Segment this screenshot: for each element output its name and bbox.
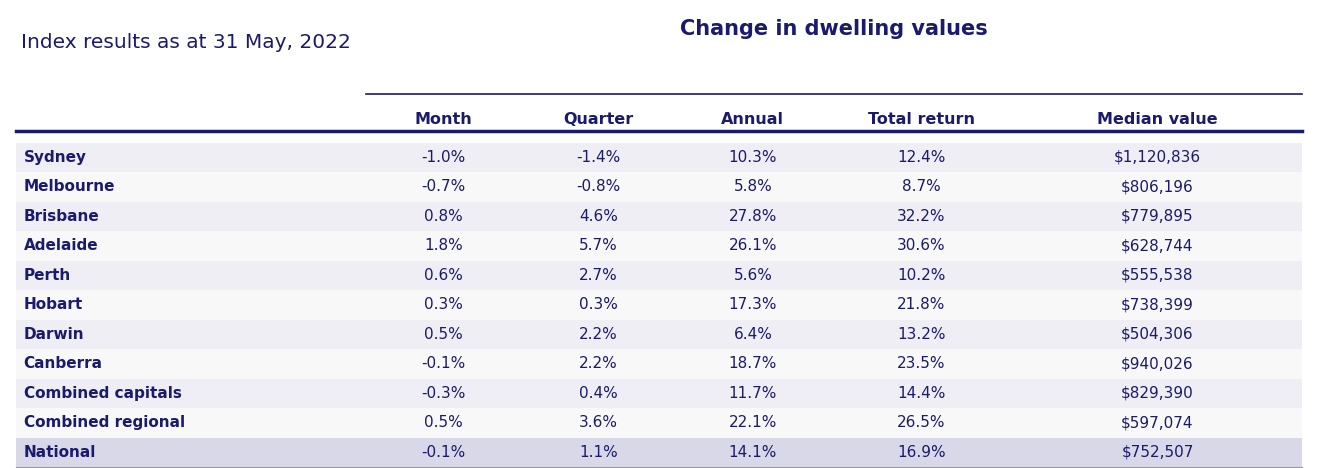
Text: 22.1%: 22.1% (729, 415, 778, 431)
Text: 16.9%: 16.9% (898, 445, 946, 460)
Bar (16, 379, 1302, 408)
Text: 21.8%: 21.8% (898, 297, 945, 313)
Text: $628,744: $628,744 (1122, 238, 1194, 254)
Text: $738,399: $738,399 (1122, 297, 1194, 313)
Text: 13.2%: 13.2% (898, 327, 946, 342)
Text: Month: Month (415, 112, 472, 127)
Bar (16, 202, 1302, 231)
Bar (16, 349, 1302, 379)
Text: $555,538: $555,538 (1122, 268, 1194, 283)
Text: Index results as at 31 May, 2022: Index results as at 31 May, 2022 (21, 33, 351, 51)
Text: -0.8%: -0.8% (576, 179, 621, 195)
Bar (16, 172, 1302, 202)
Text: 10.3%: 10.3% (729, 150, 778, 165)
Text: 0.3%: 0.3% (579, 297, 618, 313)
Text: -0.1%: -0.1% (422, 445, 465, 460)
Text: 14.4%: 14.4% (898, 386, 945, 401)
Text: 6.4%: 6.4% (734, 327, 772, 342)
Text: 5.7%: 5.7% (579, 238, 618, 254)
Text: National: National (24, 445, 96, 460)
Text: Change in dwelling values: Change in dwelling values (680, 19, 987, 39)
Bar (16, 408, 1302, 438)
Text: 8.7%: 8.7% (902, 179, 941, 195)
Text: 0.5%: 0.5% (424, 327, 463, 342)
Text: 30.6%: 30.6% (898, 238, 946, 254)
Bar (16, 231, 1302, 261)
Text: 1.8%: 1.8% (424, 238, 463, 254)
Text: 3.6%: 3.6% (579, 415, 618, 431)
Text: $597,074: $597,074 (1122, 415, 1194, 431)
Text: $940,026: $940,026 (1122, 356, 1194, 372)
Text: -1.4%: -1.4% (576, 150, 621, 165)
Text: Perth: Perth (24, 268, 71, 283)
Text: 26.5%: 26.5% (898, 415, 946, 431)
Text: 10.2%: 10.2% (898, 268, 945, 283)
Bar (16, 143, 1302, 172)
Text: Quarter: Quarter (563, 112, 634, 127)
Text: $779,895: $779,895 (1122, 209, 1194, 224)
Bar (16, 438, 1302, 467)
Text: $752,507: $752,507 (1122, 445, 1194, 460)
Text: Annual: Annual (721, 112, 784, 127)
Bar (16, 320, 1302, 349)
Text: -0.3%: -0.3% (422, 386, 465, 401)
Text: Median value: Median value (1097, 112, 1218, 127)
Text: 11.7%: 11.7% (729, 386, 778, 401)
Text: 2.7%: 2.7% (579, 268, 618, 283)
Bar (16, 261, 1302, 290)
Text: Adelaide: Adelaide (24, 238, 99, 254)
Text: Darwin: Darwin (24, 327, 84, 342)
Text: 0.4%: 0.4% (579, 386, 618, 401)
Text: -1.0%: -1.0% (422, 150, 465, 165)
Text: Total return: Total return (869, 112, 975, 127)
Text: -0.7%: -0.7% (422, 179, 465, 195)
Text: Combined capitals: Combined capitals (24, 386, 182, 401)
Text: 4.6%: 4.6% (579, 209, 618, 224)
Text: $504,306: $504,306 (1122, 327, 1194, 342)
Text: $806,196: $806,196 (1122, 179, 1194, 195)
Text: Hobart: Hobart (24, 297, 83, 313)
Text: 0.8%: 0.8% (424, 209, 463, 224)
Text: 18.7%: 18.7% (729, 356, 778, 372)
Text: 5.6%: 5.6% (734, 268, 772, 283)
Text: 2.2%: 2.2% (579, 327, 618, 342)
Text: 0.6%: 0.6% (424, 268, 463, 283)
Text: 17.3%: 17.3% (729, 297, 778, 313)
Text: 14.1%: 14.1% (729, 445, 778, 460)
Text: Sydney: Sydney (24, 150, 87, 165)
Text: 1.1%: 1.1% (579, 445, 618, 460)
Text: 26.1%: 26.1% (729, 238, 778, 254)
Text: Brisbane: Brisbane (24, 209, 99, 224)
Text: $829,390: $829,390 (1122, 386, 1194, 401)
Text: 2.2%: 2.2% (579, 356, 618, 372)
Text: Melbourne: Melbourne (24, 179, 115, 195)
Text: 32.2%: 32.2% (898, 209, 946, 224)
Text: 12.4%: 12.4% (898, 150, 945, 165)
Text: 0.5%: 0.5% (424, 415, 463, 431)
Text: 27.8%: 27.8% (729, 209, 778, 224)
Text: -0.1%: -0.1% (422, 356, 465, 372)
Text: 0.3%: 0.3% (424, 297, 463, 313)
Text: Canberra: Canberra (24, 356, 103, 372)
Text: 23.5%: 23.5% (898, 356, 946, 372)
Text: Combined regional: Combined regional (24, 415, 185, 431)
Text: $1,120,836: $1,120,836 (1114, 150, 1201, 165)
Bar (16, 290, 1302, 320)
Text: 5.8%: 5.8% (734, 179, 772, 195)
